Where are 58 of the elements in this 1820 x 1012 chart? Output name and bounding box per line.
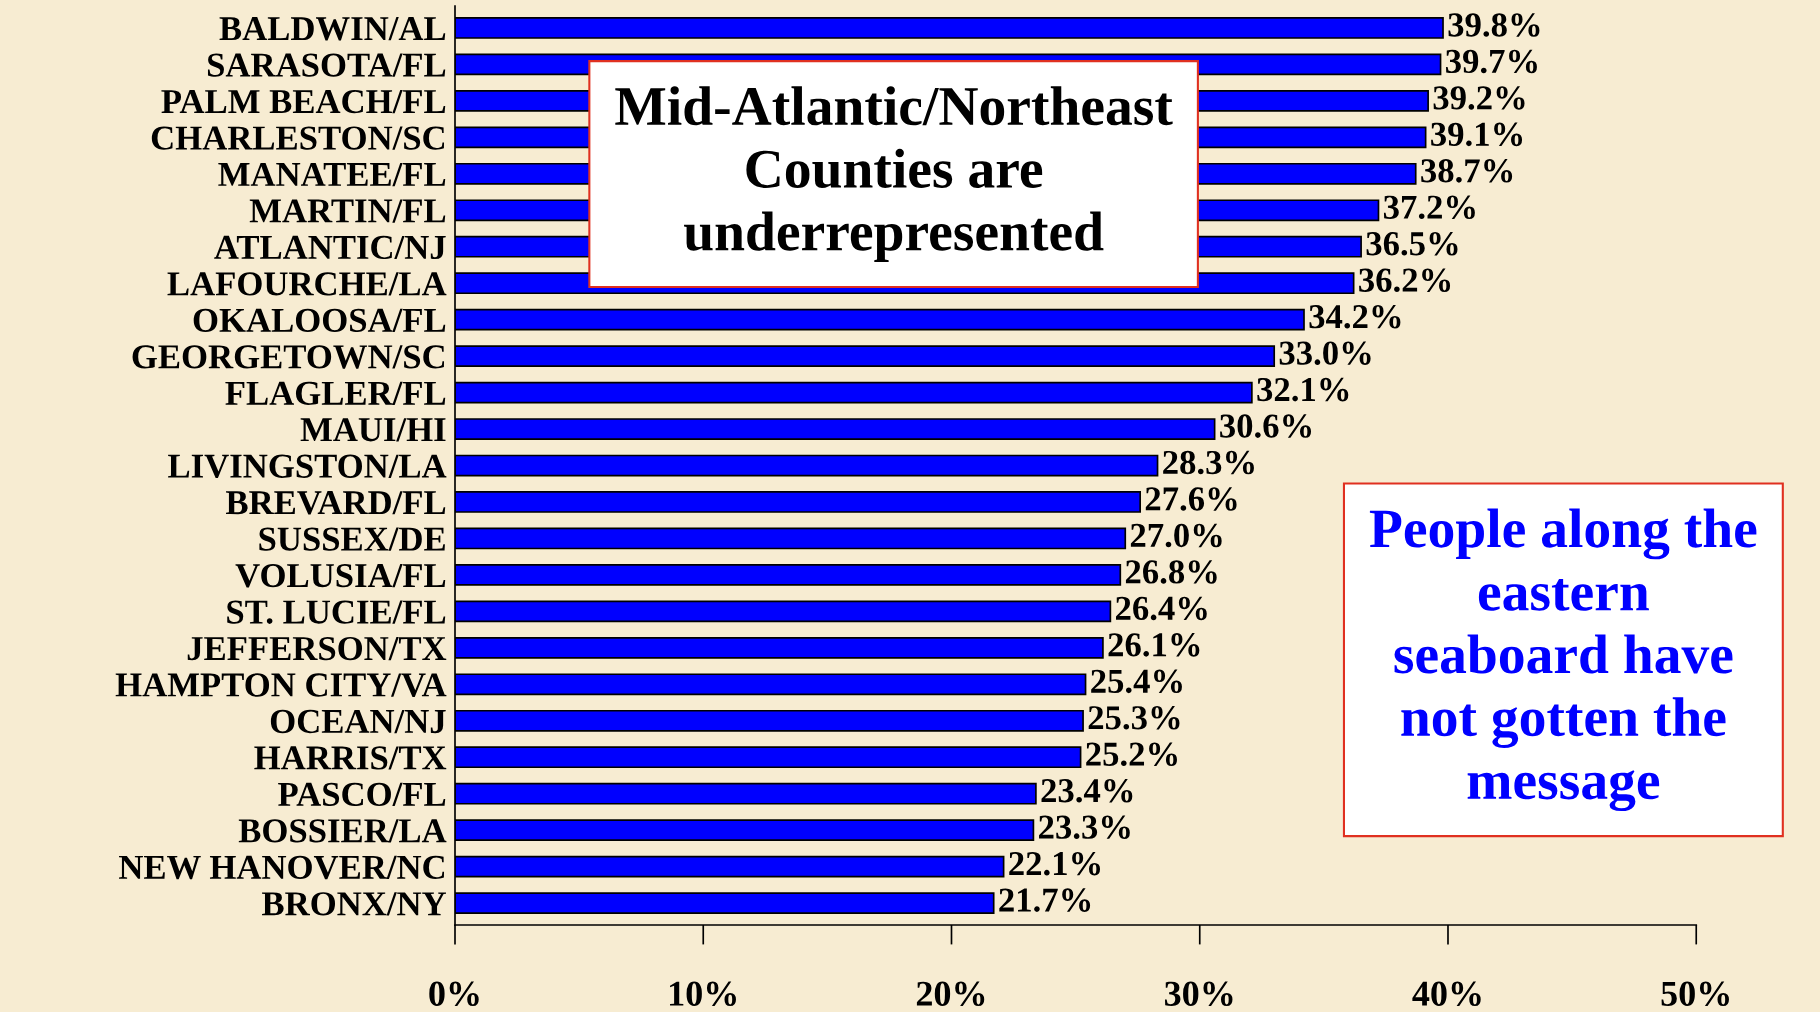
y-tick-label: LAFOURCHE/LA <box>167 272 447 296</box>
data-label: 34.2% <box>1309 304 1401 329</box>
y-tick-label: HAMPTON CITY/VA <box>115 673 447 697</box>
data-label: 25.2% <box>1086 742 1177 767</box>
y-tick-label: JEFFERSON/TX <box>187 636 447 661</box>
data-label: 30.6% <box>1220 414 1312 438</box>
y-tick-label: SARASOTA/FL <box>207 53 446 77</box>
y-tick-label: PALM BEACH/FL <box>161 89 446 114</box>
data-label: 23.3% <box>1039 815 1130 839</box>
x-tick-label: 30% <box>1164 981 1233 1007</box>
data-label: 22.1% <box>1009 851 1101 876</box>
data-label: 26.8% <box>1125 560 1217 584</box>
y-tick-label: OKALOOSA/FL <box>193 308 446 333</box>
data-label: 28.3% <box>1163 450 1254 475</box>
data-label: 36.5% <box>1366 231 1458 256</box>
data-label: 27.0% <box>1130 523 1222 548</box>
data-label: 33.0% <box>1279 341 1371 365</box>
y-tick-label: MANATEE/FL <box>218 162 446 187</box>
x-tick-label: 20% <box>916 981 985 1007</box>
data-label: 39.2% <box>1433 86 1525 110</box>
y-tick-label: BRONX/NY <box>262 892 446 916</box>
x-tick-label: 0% <box>429 981 479 1007</box>
y-tick-label: BOSSIER/LA <box>238 819 447 843</box>
data-label: 39.1% <box>1431 122 1523 147</box>
y-tick-label: HARRIS/TX <box>254 746 447 770</box>
y-tick-label: BALDWIN/AL <box>219 17 446 41</box>
data-label: 38.7% <box>1421 159 1513 183</box>
y-tick-label: FLAGLER/FL <box>225 381 446 405</box>
y-tick-label: VOLUSIA/FL <box>235 563 446 588</box>
y-tick-label: MAUI/HI <box>300 418 446 442</box>
x-tick-label: 40% <box>1412 981 1481 1007</box>
data-label: 37.2% <box>1383 195 1475 220</box>
y-tick-label: SUSSEX/DE <box>259 527 445 551</box>
annotation: People along the eastern seaboard have not gotten the message <box>1369 508 1757 812</box>
y-tick-label: NEW HANOVER/NC <box>119 855 445 880</box>
data-label: 32.1% <box>1257 377 1349 402</box>
data-label: 26.1% <box>1108 633 1200 657</box>
y-tick-label: ATLANTIC/NJ <box>214 235 446 260</box>
y-tick-label: GEORGETOWN/SC <box>132 345 445 369</box>
x-tick-label: 10% <box>670 981 736 1007</box>
data-label: 25.3% <box>1088 706 1180 730</box>
y-tick-label: ST. LUCIE/FL <box>227 600 446 624</box>
y-tick-label: CHARLESTON/SC <box>151 126 445 150</box>
y-tick-label: BREVARD/FL <box>226 491 446 515</box>
data-label: 39.7% <box>1446 49 1537 74</box>
data-label: 36.2% <box>1359 268 1451 293</box>
data-label: 21.7% <box>999 888 1091 912</box>
y-tick-label: LIVINGSTON/LA <box>168 454 447 479</box>
y-tick-label: MARTIN/FL <box>249 199 446 223</box>
y-tick-label: OCEAN/NJ <box>270 709 446 734</box>
data-label: 27.6% <box>1145 487 1237 511</box>
annotation: Mid-Atlantic/Northeast Counties are underrepresented <box>615 86 1173 262</box>
y-tick-label: PASCO/FL <box>278 782 446 807</box>
data-label: 25.4% <box>1091 669 1182 694</box>
data-label: 26.4% <box>1116 596 1207 621</box>
data-label: 23.4% <box>1041 778 1133 803</box>
data-label: 39.8% <box>1448 13 1540 37</box>
x-tick-label: 50% <box>1661 981 1729 1007</box>
